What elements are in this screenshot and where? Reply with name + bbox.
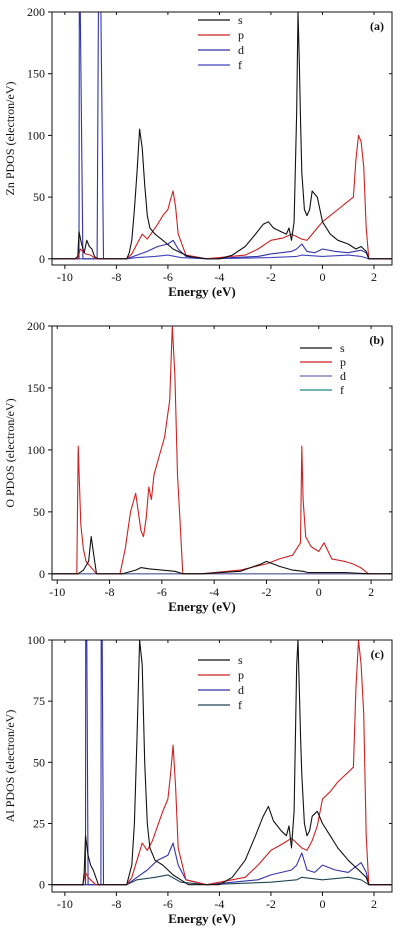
x-tick-label: 0 xyxy=(316,585,322,599)
series-line-p xyxy=(52,640,392,886)
x-tick-label: -6 xyxy=(157,585,167,599)
chart-panel: -10 -8 -6 -4 -2 0 2 0 50 100 150 200 Energy (eV) O PD… xyxy=(3,319,393,614)
x-tick-label: -10 xyxy=(49,585,65,599)
y-tick-label: 50 xyxy=(33,755,45,769)
legend-label-d: d xyxy=(238,43,244,57)
x-tick-label: -2 xyxy=(266,270,276,284)
y-axis-label: O PDOS (electron/eV) xyxy=(3,398,17,507)
plot-frame xyxy=(51,325,393,581)
legend-label-f: f xyxy=(238,698,242,712)
series-group xyxy=(52,326,392,575)
x-tick-label: -8 xyxy=(111,897,121,911)
y-tick-label: 25 xyxy=(33,816,45,830)
x-tick-label: -2 xyxy=(261,585,271,599)
y-tick-label: 200 xyxy=(27,5,45,19)
x-tick-label: -8 xyxy=(111,270,121,284)
x-axis-label: Energy (eV) xyxy=(168,284,236,299)
series-line-s xyxy=(52,536,392,575)
legend-label-p: p xyxy=(238,668,244,682)
series-line-f xyxy=(52,254,392,260)
panel-label: (c) xyxy=(371,647,384,661)
y-tick-label: 0 xyxy=(39,878,45,892)
x-tick-label: 0 xyxy=(319,897,325,911)
legend-label-p: p xyxy=(238,28,244,42)
y-tick-label: 150 xyxy=(27,381,45,395)
y-tick-label: 100 xyxy=(27,128,45,142)
y-axis-label: Al PDOS (electron/eV) xyxy=(3,710,17,823)
series-line-s xyxy=(52,12,392,260)
legend-label-f: f xyxy=(238,58,242,72)
x-tick-label: -10 xyxy=(57,270,73,284)
series-line-d xyxy=(52,12,392,260)
x-tick-label: -4 xyxy=(214,270,224,284)
y-tick-label: 100 xyxy=(27,633,45,647)
legend-label-p: p xyxy=(340,355,346,369)
legend-label-f: f xyxy=(340,383,344,397)
x-tick-label: 2 xyxy=(371,270,377,284)
x-tick-label: -4 xyxy=(214,897,224,911)
panel-label: (b) xyxy=(369,333,384,347)
y-tick-label: 100 xyxy=(27,443,45,457)
x-tick-label: -10 xyxy=(57,897,73,911)
plot-frame xyxy=(51,11,393,266)
legend-label-s: s xyxy=(238,653,243,667)
x-tick-label: -4 xyxy=(209,585,219,599)
x-tick-label: -6 xyxy=(163,897,173,911)
x-tick-label: 0 xyxy=(319,270,325,284)
series-line-d xyxy=(52,640,392,886)
plot-frame xyxy=(51,639,393,893)
legend-label-d: d xyxy=(238,683,244,697)
series-line-s xyxy=(52,640,392,886)
panel-label: (a) xyxy=(370,19,384,33)
series-line-f xyxy=(52,874,392,886)
x-tick-label: -2 xyxy=(266,897,276,911)
y-tick-label: 200 xyxy=(27,319,45,333)
legend-label-d: d xyxy=(340,369,346,383)
chart-panel: -10 -8 -6 -4 -2 0 2 0 25 50 75 100 Energy (eV) Al PDO… xyxy=(3,633,393,926)
x-axis-label: Energy (eV) xyxy=(168,911,236,926)
x-tick-label: -6 xyxy=(163,270,173,284)
legend-label-s: s xyxy=(238,13,243,27)
series-group xyxy=(52,12,392,260)
y-tick-label: 50 xyxy=(33,505,45,519)
y-tick-label: 50 xyxy=(33,190,45,204)
x-tick-label: -8 xyxy=(105,585,115,599)
y-tick-label: 75 xyxy=(33,694,45,708)
y-axis-label: Zn PDOS (electron/eV) xyxy=(3,82,17,196)
legend-label-s: s xyxy=(340,341,345,355)
x-axis-label: Energy (eV) xyxy=(168,599,236,614)
y-tick-label: 0 xyxy=(39,567,45,581)
y-tick-label: 0 xyxy=(39,252,45,266)
x-tick-label: 2 xyxy=(371,897,377,911)
series-group xyxy=(52,640,392,886)
y-tick-label: 150 xyxy=(27,67,45,81)
chart-panel: -10 -8 -6 -4 -2 0 2 0 50 100 150 200 Energy (eV) Zn P… xyxy=(3,5,393,299)
x-tick-label: 2 xyxy=(368,585,374,599)
